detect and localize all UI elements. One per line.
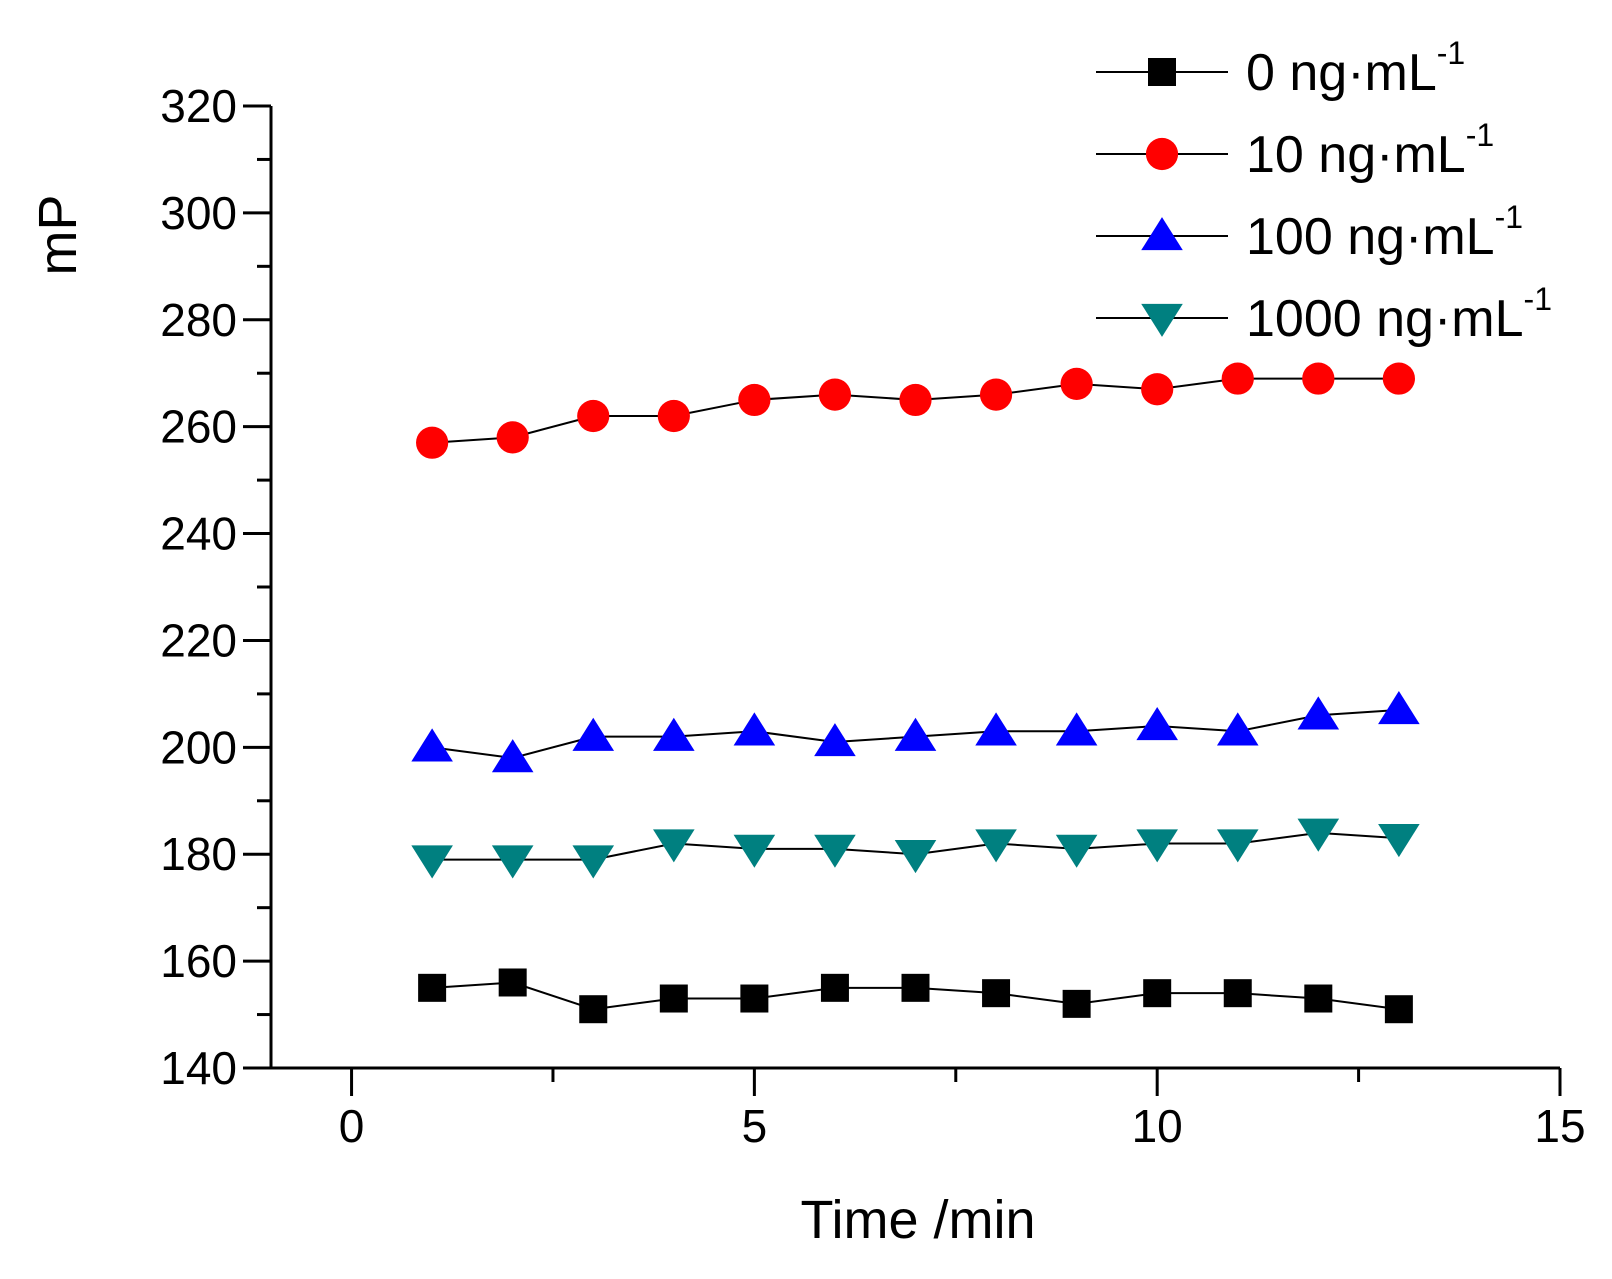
data-point xyxy=(1141,373,1174,406)
data-point xyxy=(982,979,1011,1008)
legend-superscript: -1 xyxy=(1466,117,1494,153)
data-point xyxy=(979,378,1013,411)
data-point xyxy=(1382,362,1415,395)
data-point xyxy=(1055,834,1098,868)
data-point xyxy=(738,383,771,417)
legend-superscript: -1 xyxy=(1524,281,1552,317)
data-point xyxy=(1297,696,1340,730)
series-3 xyxy=(411,818,1420,879)
legend-marker xyxy=(1141,217,1183,251)
data-point xyxy=(894,717,937,751)
y-axis-label: mP xyxy=(28,195,88,276)
data-point xyxy=(418,973,447,1002)
data-point xyxy=(1221,362,1254,395)
data-point xyxy=(491,845,534,879)
data-point xyxy=(1378,824,1420,858)
legend-superscript: -1 xyxy=(1495,199,1523,235)
legend-entry-2: 100 ng·mL-1 xyxy=(1096,199,1523,266)
x-axis-label: Time /min xyxy=(800,1190,1035,1250)
data-point xyxy=(1216,829,1259,863)
data-point xyxy=(498,968,527,997)
legend-label: 0 ng·mL-1 xyxy=(1246,35,1465,102)
legend-entry-3: 1000 ng·mL-1 xyxy=(1096,281,1552,348)
data-point xyxy=(814,723,856,757)
data-point xyxy=(1062,989,1091,1018)
x-tick-label: 0 xyxy=(339,1100,365,1152)
y-tick-label: 200 xyxy=(160,721,237,773)
data-point xyxy=(894,840,937,874)
y-tick-label: 160 xyxy=(160,935,237,987)
data-point xyxy=(496,421,529,454)
series-0 xyxy=(418,968,1413,1024)
y-tick-label: 240 xyxy=(160,508,237,560)
axes: 140 160 180 200 220 240 260 280 300 320 0 5 10 15 xyxy=(160,80,1585,1152)
y-tick-label: 320 xyxy=(160,80,237,132)
data-point xyxy=(1302,362,1335,395)
data-point xyxy=(1378,691,1420,725)
data-point xyxy=(1136,829,1178,863)
data-point xyxy=(899,383,932,417)
data-point xyxy=(820,973,849,1002)
y-tick-label: 300 xyxy=(160,187,237,239)
data-point xyxy=(1297,818,1340,852)
data-point xyxy=(659,984,688,1013)
data-point xyxy=(657,399,690,433)
legend-marker xyxy=(1141,303,1183,337)
y-tick-label: 220 xyxy=(160,614,237,666)
x-tick-label: 5 xyxy=(742,1100,768,1152)
legend-label: 10 ng·mL-1 xyxy=(1246,117,1494,184)
data-point xyxy=(975,829,1017,863)
series-layer xyxy=(411,362,1420,1024)
x-tick-label: 10 xyxy=(1132,1100,1183,1152)
data-point xyxy=(733,712,776,746)
legend-marker xyxy=(1145,137,1179,171)
data-point xyxy=(1060,367,1093,401)
data-point xyxy=(1216,712,1259,746)
legend-entry-1: 10 ng·mL-1 xyxy=(1096,117,1494,184)
legend: 0 ng·mL-1 10 ng·mL-1 100 ng·mL-1 1000 ng·mL… xyxy=(1096,35,1552,348)
series-1 xyxy=(416,362,1415,459)
data-point xyxy=(1055,712,1098,746)
data-point xyxy=(740,984,769,1013)
data-point xyxy=(411,845,453,879)
data-point xyxy=(577,399,610,433)
data-point xyxy=(1384,995,1413,1024)
data-point xyxy=(1143,979,1172,1008)
data-point xyxy=(653,717,695,751)
data-point xyxy=(975,712,1017,746)
legend-superscript: -1 xyxy=(1437,35,1465,71)
data-point xyxy=(901,973,930,1002)
data-point xyxy=(491,739,534,773)
series-2 xyxy=(411,691,1420,773)
legend-entry-0: 0 ng·mL-1 xyxy=(1096,35,1465,102)
data-point xyxy=(1304,984,1333,1013)
y-tick-label: 140 xyxy=(160,1042,237,1094)
data-point xyxy=(572,717,615,751)
data-point xyxy=(818,378,852,411)
data-point xyxy=(1223,979,1252,1008)
data-point xyxy=(814,834,856,868)
data-point xyxy=(416,426,449,459)
data-point xyxy=(579,995,608,1024)
y-tick-label: 260 xyxy=(160,401,237,453)
data-point xyxy=(1136,707,1178,741)
data-point xyxy=(733,834,776,868)
data-point xyxy=(411,728,453,762)
y-tick-label: 180 xyxy=(160,828,237,880)
legend-label: 1000 ng·mL-1 xyxy=(1246,281,1552,348)
legend-marker xyxy=(1148,58,1176,86)
data-point xyxy=(572,845,615,879)
data-point xyxy=(653,829,695,863)
x-tick-label: 15 xyxy=(1534,1100,1585,1152)
y-tick-label: 280 xyxy=(160,294,237,346)
legend-label: 100 ng·mL-1 xyxy=(1246,199,1523,266)
